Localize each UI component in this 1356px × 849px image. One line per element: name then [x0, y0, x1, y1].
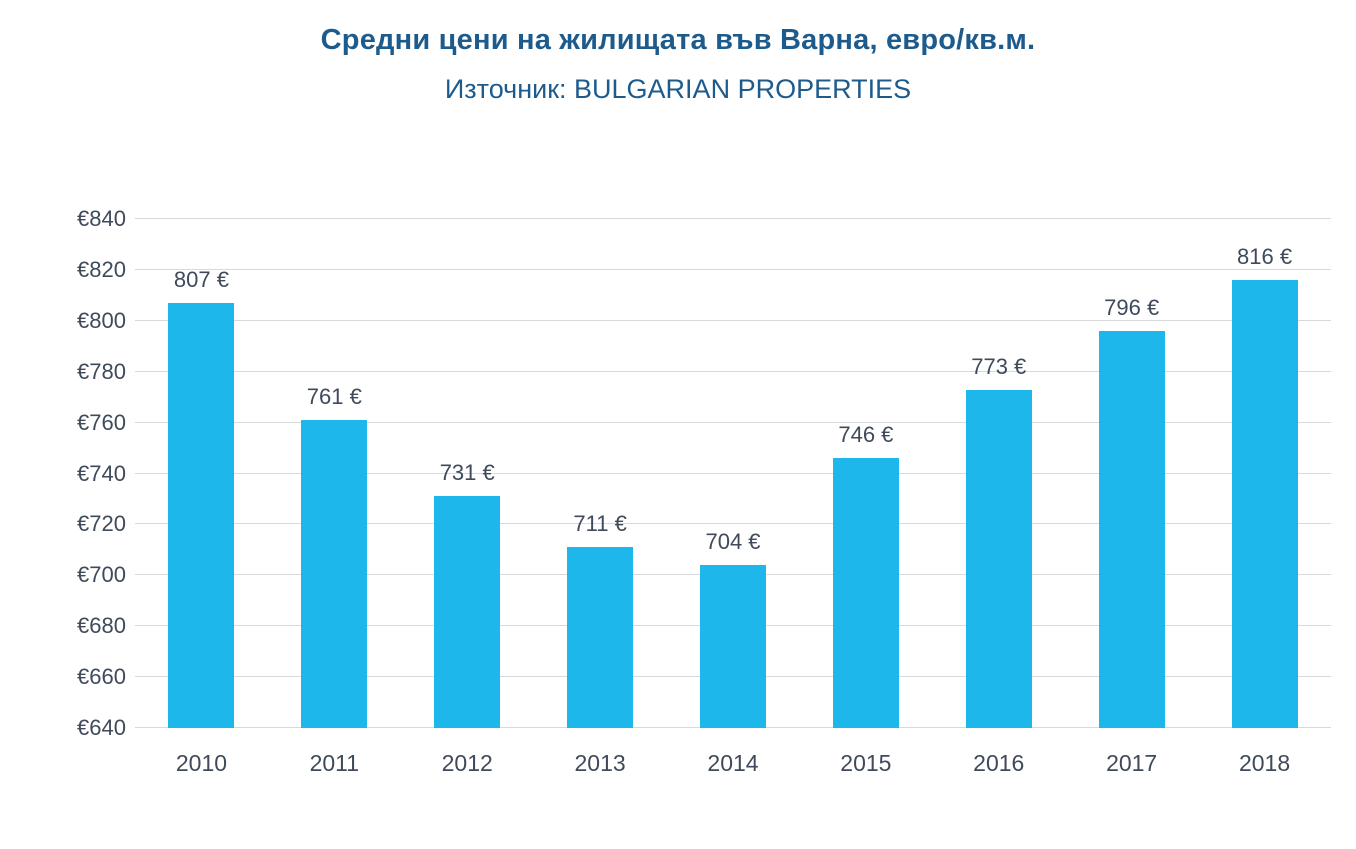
bar-2015: [832, 458, 899, 728]
bar-2010: [168, 303, 235, 728]
bar-2018: [1231, 280, 1298, 728]
bar-value-label: 773 €: [971, 353, 1027, 379]
x-tick-label: 2013: [574, 750, 626, 776]
gridline: [135, 472, 1331, 474]
gridline: [135, 268, 1331, 270]
bar-value-label: 816 €: [1237, 244, 1293, 270]
chart-title: Средни цени на жилищата във Варна, евро/…: [320, 24, 1036, 56]
bar-2016: [965, 389, 1032, 728]
bar-value-label: 731 €: [439, 460, 495, 486]
x-tick-label: 2010: [175, 750, 228, 776]
y-axis: €640 €660 €680 €700 €720 €740 €760 €780 €800 €820…: [38, 206, 126, 740]
bar-2011: [301, 420, 368, 728]
y-tick-label: €660: [77, 664, 126, 690]
plot-area: 807 € 761 € 731 € 711 € 704 € 746 € 773 € 796 €…: [135, 218, 1331, 728]
x-tick-label: 2018: [1238, 750, 1291, 776]
x-tick-label: 2017: [1106, 750, 1158, 776]
bar-value-label: 761 €: [306, 384, 362, 410]
x-axis: 2010 2011 2012 2013 2014 2015 2016 2017 2018: [135, 750, 1331, 786]
y-tick-label: €800: [77, 307, 126, 333]
chart-subtitle: Източник: BULGARIAN PROPERTIES: [444, 74, 912, 104]
gridline: [135, 421, 1331, 423]
gridline: [135, 218, 1331, 219]
y-tick-label: €780: [77, 358, 126, 384]
x-tick-label: 2015: [840, 750, 892, 776]
y-tick-label: €820: [77, 256, 126, 282]
bar-value-label: 796 €: [1104, 294, 1160, 320]
bar-value-label: 807 €: [173, 267, 229, 292]
bar-2013: [567, 547, 634, 728]
gridline: [135, 523, 1331, 525]
y-tick-label: €840: [77, 206, 126, 231]
y-tick-label: €640: [77, 715, 126, 740]
y-tick-label: €700: [77, 562, 126, 588]
x-tick-label: 2014: [707, 750, 759, 776]
y-tick-label: €760: [77, 409, 126, 435]
y-tick-label: €720: [77, 511, 126, 537]
bar-2014: [700, 565, 766, 728]
bar-value-label: 704 €: [705, 529, 761, 555]
bar-2017: [1098, 330, 1165, 728]
bar-2012: [434, 496, 501, 728]
gridline: [135, 319, 1331, 321]
y-tick-label: €740: [77, 460, 126, 486]
bar-value-label: 746 €: [838, 422, 894, 448]
bar-value-label: 711 €: [573, 511, 627, 537]
x-tick-label: 2011: [309, 750, 360, 776]
gridline: [135, 370, 1331, 372]
x-tick-label: 2012: [441, 750, 493, 776]
y-tick-label: €680: [77, 613, 126, 639]
x-tick-label: 2016: [973, 750, 1025, 776]
